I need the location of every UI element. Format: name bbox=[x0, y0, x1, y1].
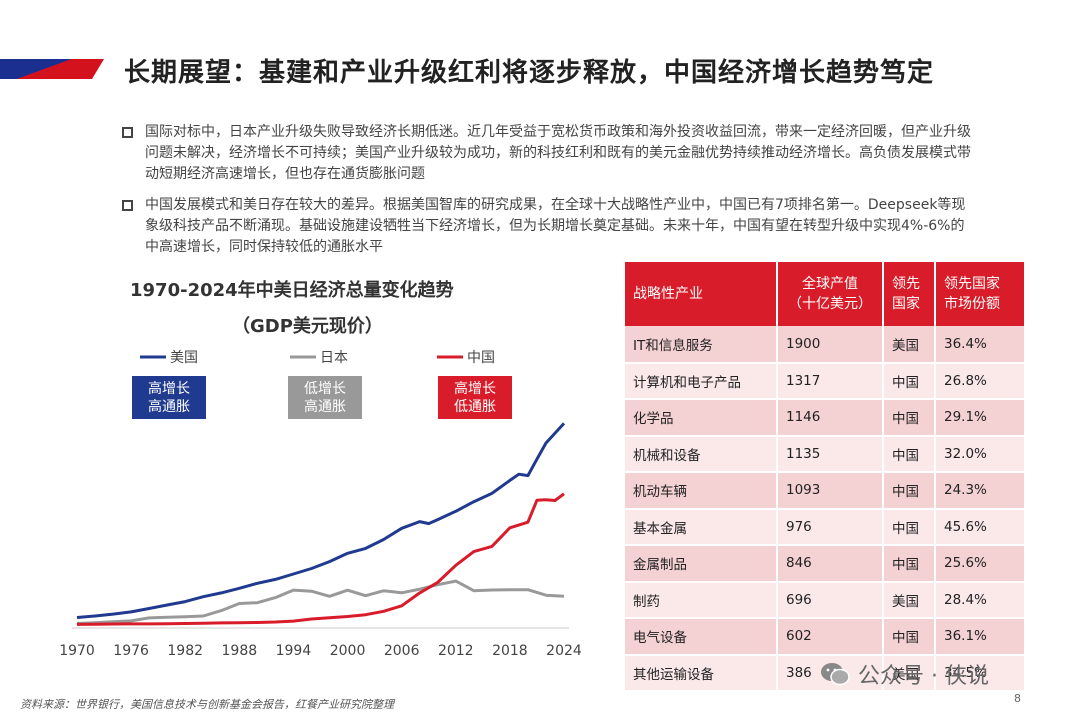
x-tick-label: 1970 bbox=[59, 643, 95, 659]
table-cell: 机械和设备 bbox=[625, 435, 778, 473]
x-tick-label: 1976 bbox=[113, 643, 149, 659]
table-header-cell: 领先国家 市场份额 bbox=[935, 262, 1026, 326]
series-badge bbox=[132, 376, 206, 419]
table-row: 计算机和电子产品 1317 中国 26.8% bbox=[625, 362, 1026, 400]
x-tick-label: 2006 bbox=[384, 643, 420, 659]
bullet-square-icon bbox=[122, 200, 133, 211]
table-cell: 其他运输设备 bbox=[625, 654, 778, 692]
table-cell: 976 bbox=[777, 508, 884, 546]
series-badge-text: 高通胀 bbox=[304, 398, 346, 415]
x-tick-label: 2012 bbox=[438, 643, 474, 659]
series-badge-text: 高增长 bbox=[148, 380, 190, 397]
table-cell: 34.5% bbox=[935, 654, 1026, 692]
table-cell: 中国 bbox=[883, 435, 936, 473]
table-cell: 1135 bbox=[777, 435, 884, 473]
wechat-watermark: 公众号 · 侠说 bbox=[820, 658, 989, 690]
table-cell: 计算机和电子产品 bbox=[625, 362, 778, 400]
legend-label: 中国 bbox=[467, 350, 495, 366]
header-accent-bar bbox=[0, 59, 104, 79]
table-cell: 中国 bbox=[883, 618, 936, 656]
series-badge bbox=[438, 376, 512, 419]
table-row: 机动车辆 1093 中国 24.3% bbox=[625, 472, 1026, 510]
chart-subtitle: （GDP美元现价） bbox=[232, 316, 383, 337]
table-cell: 846 bbox=[777, 545, 884, 583]
page-number: 8 bbox=[1014, 692, 1021, 705]
strategic-industry-table: 战略性产业 全球产值 （十亿美元） 领先 国家 领先国家 市场份额 IT和信息服务 19… bbox=[625, 262, 1026, 692]
bullet-list: 国际对标中，日本产业升级失败导致经济长期低迷。近几年受益于宽松货币政策和海外投资… bbox=[122, 122, 972, 268]
table-cell: 29.1% bbox=[935, 399, 1026, 437]
series-line-2 bbox=[76, 492, 565, 626]
bullet-text: 中国发展模式和美日存在较大的差异。根据美国智库的研究成果，在全球十大战略性产业中… bbox=[145, 197, 966, 255]
table-cell: 45.6% bbox=[935, 508, 1026, 546]
table-cell: 化学品 bbox=[625, 399, 778, 437]
table-cell: 美国 bbox=[883, 326, 936, 364]
table-header-cell: 领先 国家 bbox=[883, 262, 936, 326]
table-cell: 602 bbox=[777, 618, 884, 656]
x-tick-label: 1988 bbox=[222, 643, 258, 659]
bullet-text: 国际对标中，日本产业升级失败导致经济长期低迷。近几年受益于宽松货币政策和海外投资… bbox=[145, 124, 971, 182]
gdp-line-chart: 1970 1976 1982 1988 1994 2000 2006 2012 2018 2024… bbox=[59, 350, 582, 659]
series-badge-text: 低增长 bbox=[304, 381, 346, 397]
table-cell: 中国 bbox=[883, 472, 936, 510]
table-row: 化学品 1146 中国 29.1% bbox=[625, 399, 1026, 437]
table-cell: 1093 bbox=[777, 472, 884, 510]
x-tick-label: 2000 bbox=[330, 643, 366, 659]
table-cell: 36.4% bbox=[935, 326, 1026, 364]
bullet-square-icon bbox=[122, 127, 133, 138]
table-cell: 1146 bbox=[777, 399, 884, 437]
page-title: 长期展望：基建和产业升级红利将逐步释放，中国经济增长趋势笃定 bbox=[124, 58, 935, 88]
source-note: 资料来源：世界银行，美国信息技术与创新基金会报告，红餐产业研究院整理 bbox=[20, 698, 394, 711]
table-row: 电气设备 602 中国 36.1% bbox=[625, 618, 1026, 656]
table-cell: 基本金属 bbox=[625, 508, 778, 546]
series-badge-text: 高通胀 bbox=[148, 398, 190, 415]
table-header-cell: 全球产值 （十亿美元） bbox=[777, 262, 884, 326]
legend-label: 日本 bbox=[320, 350, 348, 366]
table-cell: 32.0% bbox=[935, 435, 1026, 473]
table-row: 机械和设备 1135 中国 32.0% bbox=[625, 435, 1026, 473]
table-cell: IT和信息服务 bbox=[625, 326, 778, 364]
table-cell: 28.4% bbox=[935, 581, 1026, 619]
x-tick-label: 2024 bbox=[546, 643, 582, 659]
wechat-icon bbox=[821, 663, 850, 686]
table-cell: 中国 bbox=[883, 399, 936, 437]
table-header-row: 战略性产业 全球产值 （十亿美元） 领先 国家 领先国家 市场份额 bbox=[625, 262, 1026, 326]
table-cell: 1317 bbox=[777, 362, 884, 400]
table-cell: 中国 bbox=[883, 508, 936, 546]
table-cell: 制药 bbox=[625, 581, 778, 619]
series-badge-text: 低通胀 bbox=[454, 399, 496, 415]
table-cell: 36.1% bbox=[935, 618, 1026, 656]
table-cell: 386 bbox=[777, 654, 884, 692]
table-cell: 26.8% bbox=[935, 362, 1026, 400]
bullet-item: 中国发展模式和美日存在较大的差异。根据美国智库的研究成果，在全球十大战略性产业中… bbox=[122, 195, 972, 258]
chart-title: 1970-2024年中美日经济总量变化趋势 bbox=[130, 280, 454, 301]
table-cell: 金属制品 bbox=[625, 545, 778, 583]
bullet-item: 国际对标中，日本产业升级失败导致经济长期低迷。近几年受益于宽松货币政策和海外投资… bbox=[122, 122, 972, 185]
table-row: 基本金属 976 中国 45.6% bbox=[625, 508, 1026, 546]
table-cell: 美国 bbox=[883, 654, 936, 692]
table-cell: 中国 bbox=[883, 362, 936, 400]
table-cell: 696 bbox=[777, 581, 884, 619]
table-cell: 机动车辆 bbox=[625, 472, 778, 510]
table-header-cell: 战略性产业 bbox=[625, 262, 778, 326]
table-cell: 24.3% bbox=[935, 472, 1026, 510]
table-row: 金属制品 846 中国 25.6% bbox=[625, 545, 1026, 583]
series-line-0 bbox=[76, 422, 566, 619]
table-cell: 中国 bbox=[883, 545, 936, 583]
table-cell: 25.6% bbox=[935, 545, 1026, 583]
series-badge bbox=[288, 376, 362, 419]
x-tick-label: 1994 bbox=[276, 643, 312, 659]
table-row: 制药 696 美国 28.4% bbox=[625, 581, 1026, 619]
x-tick-label: 2018 bbox=[492, 643, 528, 659]
table-cell: 美国 bbox=[883, 581, 936, 619]
table-cell: 电气设备 bbox=[625, 618, 778, 656]
table-cell: 1900 bbox=[777, 326, 884, 364]
x-tick-label: 1982 bbox=[167, 643, 203, 659]
series-badge-text: 高增长 bbox=[454, 380, 496, 397]
table-row: 其他运输设备 386 美国 34.5% bbox=[625, 654, 1026, 692]
series-line-1 bbox=[76, 579, 565, 625]
legend-label: 美国 bbox=[170, 350, 198, 366]
table-row: IT和信息服务 1900 美国 36.4% bbox=[625, 326, 1026, 364]
wechat-watermark-text: 公众号 · 侠说 bbox=[858, 664, 989, 689]
